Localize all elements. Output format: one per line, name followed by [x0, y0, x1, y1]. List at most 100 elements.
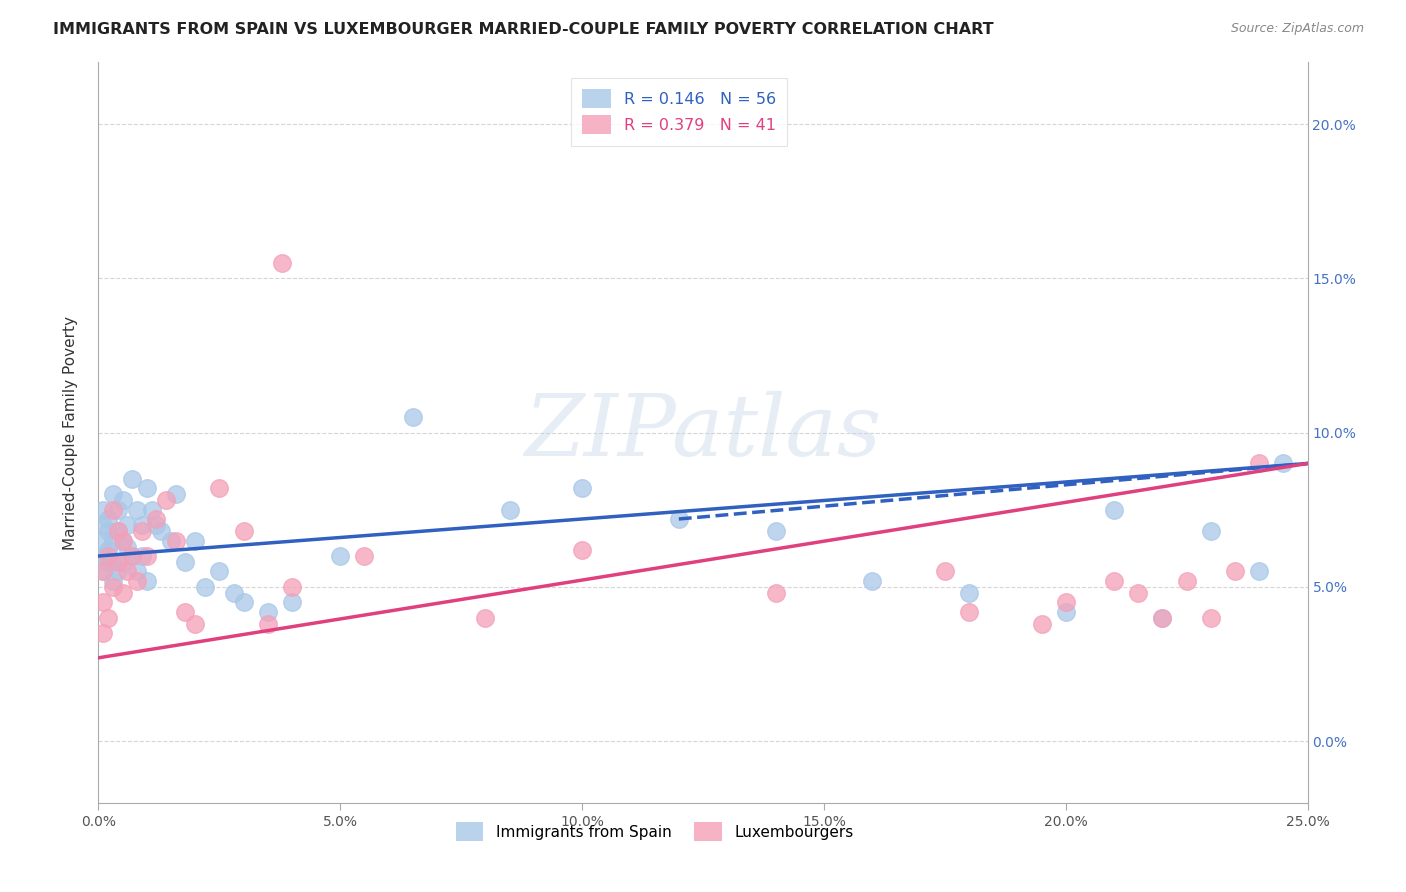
Point	[353, 549, 375, 563]
Point	[91, 565, 114, 579]
Point	[127, 574, 149, 588]
Point	[121, 549, 143, 563]
Point	[97, 524, 120, 539]
Point	[91, 533, 114, 548]
Point	[101, 487, 124, 501]
Point	[150, 524, 173, 539]
Point	[107, 524, 129, 539]
Point	[117, 565, 139, 579]
Point	[1175, 574, 1198, 588]
Point	[571, 542, 593, 557]
Point	[101, 580, 124, 594]
Point	[101, 555, 124, 569]
Point	[1223, 565, 1246, 579]
Point	[107, 565, 129, 579]
Point	[1054, 605, 1077, 619]
Point	[135, 549, 157, 563]
Point	[571, 481, 593, 495]
Point	[1249, 565, 1271, 579]
Point	[111, 555, 134, 569]
Point	[141, 502, 163, 516]
Point	[91, 626, 114, 640]
Point	[97, 549, 120, 563]
Point	[97, 610, 120, 624]
Point	[184, 533, 207, 548]
Point	[498, 502, 520, 516]
Point	[111, 493, 134, 508]
Point	[474, 610, 496, 624]
Point	[107, 555, 129, 569]
Point	[222, 586, 245, 600]
Point	[232, 595, 254, 609]
Point	[208, 565, 231, 579]
Point	[145, 518, 167, 533]
Point	[184, 616, 207, 631]
Point	[1272, 457, 1295, 471]
Point	[1128, 586, 1150, 600]
Point	[1102, 502, 1125, 516]
Point	[281, 580, 304, 594]
Point	[135, 574, 157, 588]
Point	[91, 565, 114, 579]
Point	[97, 512, 120, 526]
Point	[174, 555, 197, 569]
Point	[1152, 610, 1174, 624]
Point	[117, 518, 139, 533]
Point	[668, 512, 690, 526]
Legend: Immigrants from Spain, Luxembourgers: Immigrants from Spain, Luxembourgers	[450, 816, 859, 847]
Point	[145, 512, 167, 526]
Point	[860, 574, 883, 588]
Point	[131, 524, 153, 539]
Text: Source: ZipAtlas.com: Source: ZipAtlas.com	[1230, 22, 1364, 36]
Point	[131, 549, 153, 563]
Y-axis label: Married-Couple Family Poverty: Married-Couple Family Poverty	[63, 316, 77, 549]
Point	[117, 540, 139, 554]
Point	[1031, 616, 1053, 631]
Point	[127, 565, 149, 579]
Point	[91, 518, 114, 533]
Point	[1102, 574, 1125, 588]
Point	[1199, 610, 1222, 624]
Point	[765, 524, 787, 539]
Point	[107, 502, 129, 516]
Point	[155, 493, 177, 508]
Point	[208, 481, 231, 495]
Point	[131, 518, 153, 533]
Text: IMMIGRANTS FROM SPAIN VS LUXEMBOURGER MARRIED-COUPLE FAMILY POVERTY CORRELATION : IMMIGRANTS FROM SPAIN VS LUXEMBOURGER MA…	[53, 22, 994, 37]
Point	[174, 605, 197, 619]
Point	[135, 481, 157, 495]
Point	[91, 502, 114, 516]
Point	[91, 595, 114, 609]
Point	[232, 524, 254, 539]
Point	[957, 586, 980, 600]
Point	[329, 549, 352, 563]
Point	[256, 616, 278, 631]
Point	[160, 533, 183, 548]
Point	[111, 533, 134, 548]
Point	[934, 565, 956, 579]
Point	[957, 605, 980, 619]
Point	[765, 586, 787, 600]
Point	[1249, 457, 1271, 471]
Point	[256, 605, 278, 619]
Point	[111, 586, 134, 600]
Point	[194, 580, 217, 594]
Point	[91, 549, 114, 563]
Text: ZIPatlas: ZIPatlas	[524, 392, 882, 474]
Point	[121, 472, 143, 486]
Point	[402, 410, 425, 425]
Point	[127, 502, 149, 516]
Point	[97, 542, 120, 557]
Point	[1152, 610, 1174, 624]
Point	[1199, 524, 1222, 539]
Point	[111, 533, 134, 548]
Point	[107, 524, 129, 539]
Point	[165, 533, 187, 548]
Point	[101, 533, 124, 548]
Point	[101, 502, 124, 516]
Point	[1054, 595, 1077, 609]
Point	[101, 574, 124, 588]
Point	[121, 549, 143, 563]
Point	[97, 555, 120, 569]
Point	[281, 595, 304, 609]
